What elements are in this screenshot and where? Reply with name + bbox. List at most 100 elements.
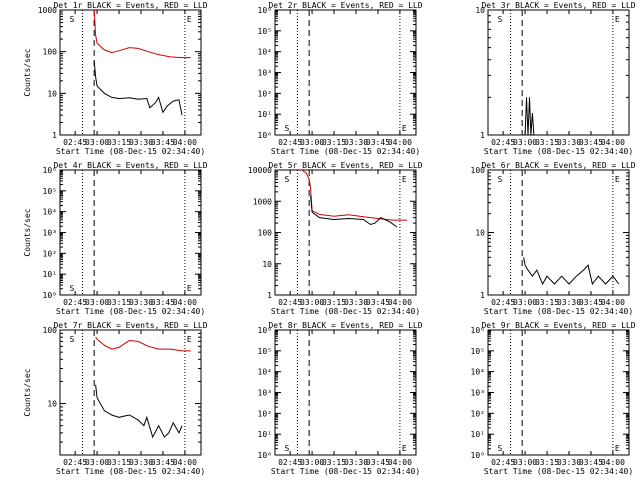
panel-title: Det 2r BLACK = Events, RED = LLD [268,1,422,10]
x-tick-label: 03:30 [557,138,581,147]
x-tick-label: 03:45 [366,458,390,467]
start-marker: S [284,175,289,184]
x-tick-label: 03:00 [513,458,537,467]
x-tick-label: 03:30 [129,138,153,147]
y-tick-label: 10 [47,400,57,409]
start-marker: S [497,444,502,453]
panel-title: Det 6r BLACK = Events, RED = LLD [481,161,635,170]
start-marker: S [497,15,502,24]
x-tick-label: 03:45 [579,298,603,307]
y-tick-label: 1 [480,291,485,300]
x-tick-label: 03:00 [85,138,109,147]
y-tick-label: 1 [52,131,57,140]
x-tick-label: 03:30 [129,458,153,467]
x-tick-label: 02:45 [63,138,87,147]
x-tick-label: 03:30 [129,298,153,307]
x-axis-label: Start Time (08-Dec-15 02:34:40) [56,147,205,156]
y-tick-label: 10⁴ [43,208,57,217]
x-tick-label: 03:00 [513,298,537,307]
x-axis-label: Start Time (08-Dec-15 02:34:40) [271,147,420,156]
y-tick-label: 10¹ [43,270,57,279]
y-tick-label: 10 [475,6,485,15]
panel-title: Det 3r BLACK = Events, RED = LLD [481,1,635,10]
plot-frame [487,169,630,296]
x-tick-label: 03:30 [557,458,581,467]
x-tick-label: 03:30 [344,138,368,147]
x-axis-label: Start Time (08-Dec-15 02:34:40) [484,147,633,156]
x-tick-label: 02:45 [491,138,515,147]
start-marker: S [284,444,289,453]
y-tick-label: 10² [43,249,57,258]
x-tick-label: 02:45 [278,458,302,467]
y-axis-label: Counts/sec [23,48,32,96]
y-tick-label: 10⁰ [43,291,57,300]
x-tick-label: 03:30 [344,298,368,307]
panel-title: Det 5r BLACK = Events, RED = LLD [268,161,422,170]
y-tick-label: 10⁶ [258,6,272,15]
x-tick-label: 03:30 [344,458,368,467]
x-tick-label: 03:00 [300,298,324,307]
x-tick-label: 03:15 [535,298,559,307]
plot-frame [274,9,417,136]
start-marker: S [69,335,74,344]
y-tick-label: 10³ [258,69,272,78]
panel-title: Det 1r BLACK = Events, RED = LLD [53,1,207,10]
x-tick-label: 04:00 [173,138,197,147]
x-tick-label: 02:45 [491,298,515,307]
end-marker: E [615,15,620,24]
y-tick-label: 10⁰ [258,451,272,460]
x-tick-label: 02:45 [278,138,302,147]
y-tick-label: 10 [475,229,485,238]
y-tick-label: 10¹ [258,110,272,119]
start-marker: S [69,15,74,24]
x-tick-label: 03:15 [535,458,559,467]
series-line-events [95,384,183,439]
x-tick-label: 03:15 [322,458,346,467]
x-axis-label: Start Time (08-Dec-15 02:34:40) [271,307,420,316]
x-tick-label: 03:00 [513,138,537,147]
y-axis-label: Counts/sec [23,368,32,416]
x-tick-label: 03:30 [557,298,581,307]
y-tick-label: 10⁴ [258,48,272,57]
plot-frame [59,9,202,136]
y-tick-label: 1 [267,291,272,300]
y-tick-label: 10³ [471,389,485,398]
y-tick-label: 1000 [253,197,272,206]
x-tick-label: 03:00 [300,458,324,467]
panel-title: Det 4r BLACK = Events, RED = LLD [53,161,207,170]
x-tick-label: 03:15 [535,138,559,147]
end-marker: E [615,444,620,453]
y-tick-label: 10⁵ [471,347,485,356]
x-axis-label: Start Time (08-Dec-15 02:34:40) [56,307,205,316]
plot-frame [487,329,630,456]
x-tick-label: 04:00 [173,458,197,467]
y-tick-label: 10⁴ [471,368,485,377]
x-axis-label: Start Time (08-Dec-15 02:34:40) [56,467,205,476]
x-tick-label: 03:15 [322,298,346,307]
x-tick-label: 04:00 [173,298,197,307]
y-tick-label: 10⁶ [471,326,485,335]
x-tick-label: 04:00 [601,298,625,307]
series-line-events [524,97,535,136]
y-tick-label: 10² [258,409,272,418]
series-line-events [523,257,620,286]
plot-frame [59,329,202,456]
x-tick-label: 02:45 [278,298,302,307]
series-line-lld [301,169,408,221]
y-tick-label: 100 [43,326,58,335]
x-tick-label: 03:45 [151,458,175,467]
x-axis-label: Start Time (08-Dec-15 02:34:40) [271,467,420,476]
plot-frame [487,9,630,136]
start-marker: S [284,124,289,133]
x-tick-label: 03:15 [107,458,131,467]
x-tick-label: 03:45 [579,458,603,467]
series-line-events [310,195,398,228]
y-tick-label: 100 [471,166,486,175]
y-tick-label: 10⁴ [258,368,272,377]
